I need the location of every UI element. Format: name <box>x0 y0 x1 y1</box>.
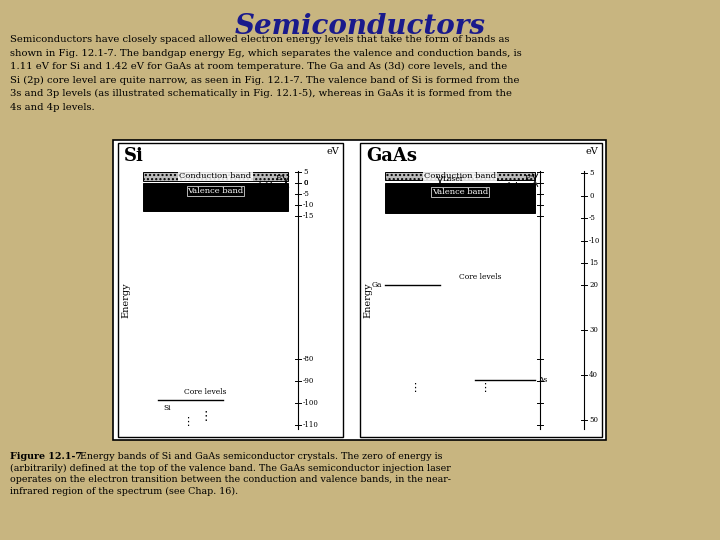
Text: Ga: Ga <box>372 281 382 289</box>
Text: Si (2p) core level are quite narrow, as seen in Fig. 12.1-7. The valence band of: Si (2p) core level are quite narrow, as … <box>10 76 520 85</box>
Bar <box>143 183 288 211</box>
Bar <box>385 172 535 180</box>
Text: ⋮: ⋮ <box>480 383 490 393</box>
Text: Eᶟ: Eᶟ <box>276 174 285 182</box>
Text: Figure 12.1-7: Figure 12.1-7 <box>10 452 82 461</box>
Text: Valence band: Valence band <box>187 187 243 195</box>
Text: 0: 0 <box>303 179 307 187</box>
Text: Conduction band: Conduction band <box>179 172 251 180</box>
Text: Eᶟ: Eᶟ <box>525 173 534 181</box>
Text: -90: -90 <box>303 377 315 384</box>
Text: As: As <box>538 376 547 383</box>
Text: Si: Si <box>124 147 144 165</box>
Text: 0: 0 <box>589 192 593 200</box>
Text: ⋮: ⋮ <box>410 383 420 393</box>
Text: 3s and 3p levels (as illustrated schematically in Fig. 12.1-5), whereas in GaAs : 3s and 3p levels (as illustrated schemat… <box>10 89 512 98</box>
Text: -5: -5 <box>589 214 596 222</box>
Text: Valence band: Valence band <box>432 188 488 196</box>
Bar <box>360 143 602 437</box>
Text: Semiconductors: Semiconductors <box>235 13 485 40</box>
Text: infrared region of the spectrum (see Chap. 16).: infrared region of the spectrum (see Cha… <box>10 487 238 496</box>
Bar <box>385 183 535 213</box>
Text: 50: 50 <box>589 416 598 424</box>
Text: (arbitrarily) defined at the top of the valence band. The GaAs semiconductor inj: (arbitrarily) defined at the top of the … <box>10 463 451 472</box>
Text: -10: -10 <box>589 237 600 245</box>
Text: 4s and 4p levels.: 4s and 4p levels. <box>10 103 94 111</box>
Text: 20: 20 <box>589 281 598 289</box>
Bar <box>143 172 288 181</box>
Text: eV: eV <box>585 147 598 156</box>
Text: 1.11 eV for Si and 1.42 eV for GaAs at room temperature. The Ga and As (3d) core: 1.11 eV for Si and 1.42 eV for GaAs at r… <box>10 62 508 71</box>
Text: Core levels: Core levels <box>184 388 227 396</box>
Text: Energy: Energy <box>122 282 130 318</box>
Text: Conduction band: Conduction band <box>424 172 496 180</box>
Bar <box>113 140 606 440</box>
Text: GaAs: GaAs <box>366 147 417 165</box>
Text: 30: 30 <box>589 326 598 334</box>
Text: 5: 5 <box>589 169 593 177</box>
Text: 40: 40 <box>589 371 598 379</box>
Text: -15: -15 <box>303 212 315 220</box>
Text: Si: Si <box>163 404 171 413</box>
Text: Semiconductors have closely spaced allowed electron energy levels that take the : Semiconductors have closely spaced allow… <box>10 35 510 44</box>
Text: ⋮: ⋮ <box>182 417 194 428</box>
Text: -5: -5 <box>303 190 310 198</box>
Text: -80: -80 <box>303 355 315 363</box>
Bar <box>118 143 343 437</box>
Text: 0: 0 <box>303 179 307 187</box>
Text: Energy bands of Si and GaAs semiconductor crystals. The zero of energy is: Energy bands of Si and GaAs semiconducto… <box>74 452 443 461</box>
Text: -110: -110 <box>303 421 319 429</box>
Text: Core levels: Core levels <box>459 273 501 281</box>
Text: eV: eV <box>326 147 339 156</box>
Text: Energy: Energy <box>364 282 372 318</box>
Text: operates on the electron transition between the conduction and valence bands, in: operates on the electron transition betw… <box>10 475 451 484</box>
Text: shown in Fig. 12.1-7. The bandgap energy Eg, which separates the valence and con: shown in Fig. 12.1-7. The bandgap energy… <box>10 49 522 57</box>
Text: 1.11 eV: 1.11 eV <box>258 182 285 190</box>
Text: -100: -100 <box>303 399 319 407</box>
Text: 5: 5 <box>303 168 307 176</box>
Text: ⋮: ⋮ <box>199 410 212 423</box>
Text: 15: 15 <box>589 259 598 267</box>
Text: 1.42 eV: 1.42 eV <box>507 181 534 190</box>
Text: -10: -10 <box>303 201 315 209</box>
Text: Laser: Laser <box>443 174 464 183</box>
